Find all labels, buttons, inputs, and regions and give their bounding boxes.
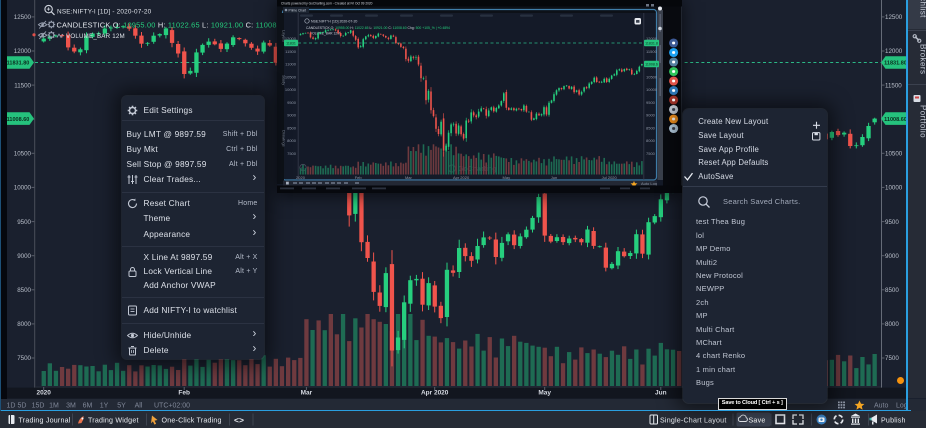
svg-text:12000: 12000 bbox=[285, 36, 297, 41]
svg-text:9500: 9500 bbox=[646, 100, 656, 105]
svg-text:Save: Save bbox=[749, 417, 766, 425]
svg-text:Mar: Mar bbox=[301, 390, 313, 397]
svg-text:8000: 8000 bbox=[287, 138, 297, 143]
svg-text:VOLUME_BAR 12M: VOLUME_BAR 12M bbox=[66, 33, 125, 40]
svg-text:3M: 3M bbox=[66, 402, 76, 409]
svg-text:Jun: Jun bbox=[551, 175, 557, 180]
svg-text:9000: 9000 bbox=[287, 113, 297, 118]
svg-text:One-Click Trading: One-Click Trading bbox=[162, 417, 222, 425]
svg-text:10500: 10500 bbox=[285, 75, 297, 80]
svg-text:12000: 12000 bbox=[646, 36, 658, 41]
svg-text:1M: 1M bbox=[49, 402, 59, 409]
svg-text:2020: 2020 bbox=[36, 390, 51, 397]
svg-text:8500: 8500 bbox=[646, 126, 656, 131]
svg-text:12500: 12500 bbox=[885, 14, 903, 21]
svg-text:Study: Study bbox=[282, 75, 287, 85]
svg-text:8000: 8000 bbox=[17, 321, 31, 328]
svg-text:9500: 9500 bbox=[17, 219, 31, 226]
svg-text:7500: 7500 bbox=[885, 355, 899, 362]
svg-text:All: All bbox=[135, 402, 143, 409]
svg-text:Feb: Feb bbox=[355, 175, 363, 180]
svg-text:Auto Log: Auto Log bbox=[641, 181, 657, 186]
svg-text:15D: 15D bbox=[32, 402, 45, 409]
svg-text:Feb: Feb bbox=[178, 390, 190, 397]
svg-text:10500: 10500 bbox=[885, 151, 903, 158]
svg-text:6M: 6M bbox=[83, 402, 93, 409]
svg-text:Log: Log bbox=[896, 402, 908, 409]
svg-text:NSE:NIFTY-I [1D] 2020-07-20: NSE:NIFTY-I [1D] 2020-07-20 bbox=[311, 20, 357, 24]
svg-text:VOLUME_BAR 12M: VOLUME_BAR 12M bbox=[310, 32, 340, 36]
svg-text:9500: 9500 bbox=[287, 100, 297, 105]
svg-text:May: May bbox=[503, 175, 511, 180]
svg-text:<>: <> bbox=[234, 415, 244, 425]
svg-text:Jul 2020: Jul 2020 bbox=[602, 175, 618, 180]
svg-text:11008.60: 11008.60 bbox=[7, 117, 30, 123]
svg-text:11500: 11500 bbox=[885, 82, 902, 89]
svg-text:Single-Chart Layout: Single-Chart Layout bbox=[660, 417, 727, 425]
svg-text:May: May bbox=[538, 390, 551, 397]
svg-text:NSE:NIFTY-I [1D] - 2020-07-20: NSE:NIFTY-I [1D] - 2020-07-20 bbox=[57, 8, 152, 15]
svg-text:10000: 10000 bbox=[285, 87, 297, 92]
svg-text:CANDLESTICK O: 10955.00 H: 110: CANDLESTICK O: 10955.00 H: 11022.65 L: 1… bbox=[306, 26, 450, 30]
svg-text:11008.60: 11008.60 bbox=[884, 117, 907, 123]
svg-text:1D: 1D bbox=[7, 402, 16, 409]
svg-text:CANDLESTICK O: 10955.00 H: 110: CANDLESTICK O: 10955.00 H: 11022.65 L: 1… bbox=[57, 20, 284, 29]
svg-text:Drawings: Drawings bbox=[282, 130, 287, 147]
svg-text:12500: 12500 bbox=[14, 14, 32, 21]
svg-text:Layers: Layers bbox=[282, 30, 287, 42]
svg-text:8000: 8000 bbox=[885, 321, 899, 328]
svg-text:GoCharting: GoCharting bbox=[458, 166, 497, 173]
svg-text:9000: 9000 bbox=[17, 253, 31, 260]
svg-text:Auto: Auto bbox=[874, 402, 889, 409]
svg-text:Publish: Publish bbox=[881, 417, 906, 425]
svg-text:11500: 11500 bbox=[646, 49, 658, 54]
svg-text:8500: 8500 bbox=[885, 287, 899, 294]
svg-text:9000: 9000 bbox=[646, 113, 656, 118]
svg-text:7500: 7500 bbox=[17, 355, 31, 362]
svg-text:11000: 11000 bbox=[285, 62, 297, 67]
svg-text:1Y: 1Y bbox=[100, 402, 109, 409]
svg-text:11500: 11500 bbox=[14, 82, 31, 89]
svg-text:11500: 11500 bbox=[285, 49, 297, 54]
svg-text:7500: 7500 bbox=[646, 151, 656, 156]
svg-text:11831.80: 11831.80 bbox=[884, 61, 907, 67]
svg-text:Trading Journal: Trading Journal bbox=[19, 417, 71, 425]
svg-text:Apr 2020: Apr 2020 bbox=[421, 390, 449, 397]
svg-text:11831: 11831 bbox=[286, 42, 296, 46]
svg-text:Portfolio: Portfolio bbox=[919, 105, 926, 138]
svg-text:Apr 2020: Apr 2020 bbox=[453, 175, 470, 180]
svg-text:10000: 10000 bbox=[885, 185, 903, 192]
svg-text:8000: 8000 bbox=[646, 138, 656, 143]
svg-text:Charts powered by GoCharting.c: Charts powered by GoCharting.com - Creat… bbox=[281, 2, 373, 6]
svg-text:5D: 5D bbox=[18, 402, 27, 409]
svg-text:10000: 10000 bbox=[646, 87, 658, 92]
svg-text:10500: 10500 bbox=[646, 75, 658, 80]
svg-text:11008.6: 11008.6 bbox=[645, 63, 658, 67]
svg-text:2020: 2020 bbox=[296, 175, 306, 180]
svg-text:5Y: 5Y bbox=[117, 402, 126, 409]
svg-text:Prime Chart: Prime Chart bbox=[289, 9, 307, 13]
svg-text:9500: 9500 bbox=[885, 219, 899, 226]
svg-text:Brokers: Brokers bbox=[919, 44, 926, 74]
svg-text:7500: 7500 bbox=[287, 151, 297, 156]
svg-text:Watchlist: Watchlist bbox=[919, 0, 926, 18]
svg-text:11831.80: 11831.80 bbox=[7, 61, 30, 67]
svg-text:10500: 10500 bbox=[14, 151, 32, 158]
svg-text:Mar: Mar bbox=[405, 175, 413, 180]
svg-text:12000: 12000 bbox=[885, 48, 903, 55]
svg-text:8500: 8500 bbox=[287, 126, 297, 131]
svg-text:11831.8: 11831.8 bbox=[645, 42, 658, 46]
svg-text:UTC+02:00: UTC+02:00 bbox=[154, 402, 190, 409]
svg-text:Trading Widget: Trading Widget bbox=[88, 417, 139, 425]
svg-text:12000: 12000 bbox=[14, 48, 32, 55]
svg-text:Jun: Jun bbox=[655, 390, 667, 397]
svg-text:10000: 10000 bbox=[14, 185, 32, 192]
svg-text:8500: 8500 bbox=[17, 287, 31, 294]
svg-text:9000: 9000 bbox=[885, 253, 899, 260]
